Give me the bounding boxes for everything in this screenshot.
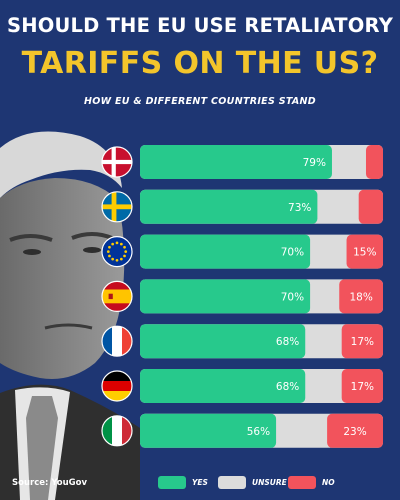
denmark-flag-icon [101,146,133,178]
spain-flag-icon [101,280,133,312]
bar-label-italy-no: 23% [343,426,366,438]
bar-label-italy-yes: 56% [247,426,270,438]
sweden-flag-icon [101,191,133,223]
legend-swatch-unsure [218,476,246,489]
legend-swatch-no [288,476,316,489]
bar-row-germany: 68% 17% [101,369,383,403]
bar-label-spain-yes: 70% [281,291,304,303]
chart-title-line2: TARIFFS ON THE US? [21,46,379,81]
bar-label-france-yes: 68% [276,336,299,348]
italy-flag-icon [101,415,133,447]
chart-subtitle: HOW EU & DIFFERENT COUNTRIES STAND [83,96,316,107]
bar-denmark-yes [140,145,332,179]
bar-sweden-yes [140,189,318,224]
bar-denmark-no [365,145,383,179]
bar-france-no [341,324,383,359]
eu-flag-icon [101,235,133,268]
bar-italy-yes [140,413,277,448]
bar-label-eu-yes: 70% [281,247,304,259]
bar-sweden-no [358,189,383,224]
portrait-photo [0,131,140,500]
bar-label-germany-yes: 68% [276,381,299,393]
bar-france-yes [140,324,306,359]
bar-spain-no [339,279,383,314]
bar-label-sweden-yes: 73% [288,202,311,214]
bar-row-denmark: 79% [101,145,383,179]
germany-flag-icon [101,370,133,402]
bar-eu-yes [140,234,311,269]
legend-label-unsure: UNSURE [252,478,287,487]
bar-label-eu-no: 15% [353,247,376,259]
source-note: Source: YouGov [12,478,87,488]
legend-label-yes: YES [192,478,208,487]
bar-spain-yes [140,279,311,314]
stacked-bar-chart: 79% 73% 70% 15% 70% 18% 68% 17% 68% 17% 56% 23% [101,145,383,448]
bar-row-italy: 56% 23% [101,413,383,448]
bar-label-germany-no: 17% [351,381,374,393]
bar-germany-no [341,369,383,403]
bar-label-denmark-yes: 79% [303,157,326,169]
bar-row-spain: 70% 18% [101,279,383,314]
bar-germany-yes [140,369,306,403]
chart-title-line1: SHOULD THE EU USE RETALIATORY [6,14,394,37]
bar-label-france-no: 17% [351,336,374,348]
bar-row-france: 68% 17% [101,324,383,359]
bar-row-sweden: 73% [101,189,383,224]
france-flag-icon [101,325,133,357]
bar-label-spain-no: 18% [349,291,372,303]
legend-swatch-yes [158,476,186,489]
bar-italy-no [327,413,383,448]
legend-label-no: NO [322,478,335,487]
bar-eu-no [346,234,383,269]
bar-row-eu: 70% 15% [101,234,383,269]
